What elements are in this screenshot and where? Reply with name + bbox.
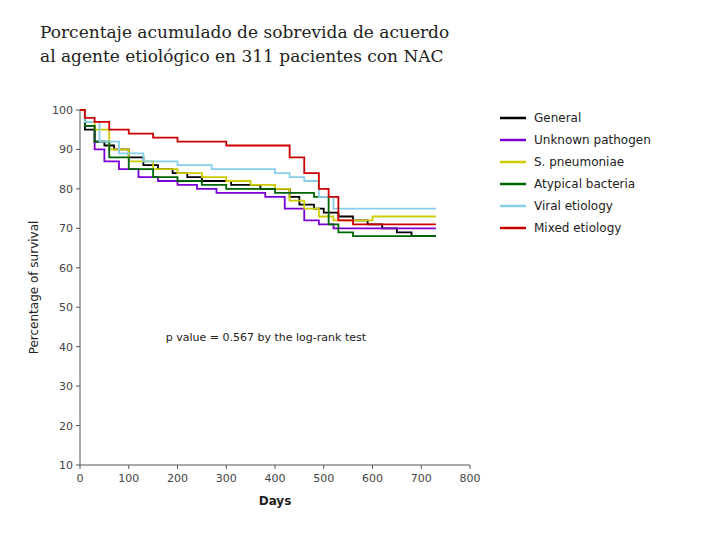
x-tick [226, 465, 227, 469]
y-tick-label: 60 [59, 262, 73, 275]
annotation: p value = 0.567 by the log-rank test [166, 331, 367, 344]
x-tick [177, 465, 178, 469]
title-line: al agente etiológico en 311 pacientes co… [40, 46, 444, 66]
y-tick-label: 50 [59, 301, 73, 314]
title-line: Porcentaje acumulado de sobrevida de acu… [40, 22, 449, 42]
legend-label: General [534, 111, 581, 125]
y-tick [76, 110, 80, 111]
y-tick [76, 386, 80, 387]
legend-swatch [500, 161, 526, 164]
y-tick [76, 149, 80, 150]
legend-swatch [500, 183, 526, 186]
x-tick [421, 465, 422, 469]
y-tick-label: 100 [52, 104, 73, 117]
legend-swatch [500, 117, 526, 120]
y-tick-label: 80 [59, 183, 73, 196]
y-axis-line [80, 110, 81, 465]
y-tick-label: 40 [59, 341, 73, 354]
survival-curve [80, 110, 436, 209]
x-axis-label: Days [259, 494, 292, 508]
legend-swatch [500, 205, 526, 208]
y-tick [76, 267, 80, 268]
survival-curve [80, 110, 436, 236]
x-tick-label: 700 [411, 472, 432, 485]
legend-label: Atypical bacteria [534, 177, 635, 191]
x-tick-label: 600 [362, 472, 383, 485]
legend-swatch [500, 227, 526, 230]
survival-curve [80, 110, 436, 224]
y-tick [76, 228, 80, 229]
y-tick [76, 346, 80, 347]
legend-label: S. pneumoniae [534, 155, 624, 169]
x-tick-label: 500 [313, 472, 334, 485]
x-tick [128, 465, 129, 469]
survival-curve [80, 110, 436, 220]
legend-label: Viral etiology [534, 199, 613, 213]
legend-label: Mixed etiology [534, 221, 621, 235]
x-tick-label: 400 [265, 472, 286, 485]
y-tick-label: 30 [59, 380, 73, 393]
legend-swatch [500, 139, 526, 142]
plot-area [80, 110, 436, 236]
x-tick [323, 465, 324, 469]
y-tick [76, 188, 80, 189]
y-tick [76, 465, 80, 466]
y-tick-label: 10 [59, 459, 73, 472]
x-tick-label: 800 [460, 472, 481, 485]
x-tick-label: 300 [216, 472, 237, 485]
y-axis-label: Percentage of survival [27, 221, 41, 355]
x-tick [275, 465, 276, 469]
legend-label: Unknown pathogen [534, 133, 651, 147]
x-tick-label: 100 [118, 472, 139, 485]
survival-curve [80, 110, 436, 236]
y-tick-label: 90 [59, 143, 73, 156]
y-tick [76, 307, 80, 308]
x-tick [372, 465, 373, 469]
y-tick-label: 20 [59, 420, 73, 433]
chart-root: Porcentaje acumulado de sobrevida de acu… [0, 0, 720, 540]
y-tick [76, 425, 80, 426]
y-tick-label: 70 [59, 222, 73, 235]
x-tick-label: 200 [167, 472, 188, 485]
title: Porcentaje acumulado de sobrevida de acu… [40, 22, 449, 66]
x-tick-label: 0 [77, 472, 84, 485]
x-tick [470, 465, 471, 469]
x-tick [80, 465, 81, 469]
